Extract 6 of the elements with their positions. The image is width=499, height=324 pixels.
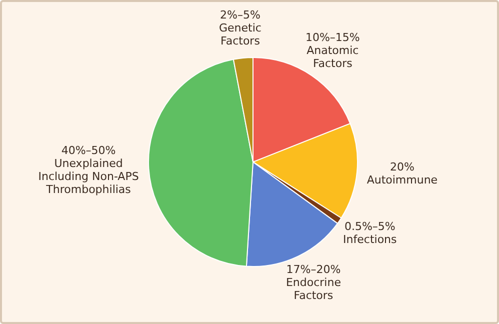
slice-label: 2%–5% Genetic Factors: [219, 8, 262, 48]
slice-label: 10%–15% Anatomic Factors: [305, 31, 360, 70]
slice-label: 0.5%–5% Infections: [343, 220, 398, 246]
slice-label: 40%–50% Unexplained Including Non-APS Thrombophilias: [38, 144, 139, 196]
slice-label: 20% Autoimmune: [366, 160, 438, 186]
slice-label: 17%–20% Endocrine Factors: [286, 263, 342, 302]
